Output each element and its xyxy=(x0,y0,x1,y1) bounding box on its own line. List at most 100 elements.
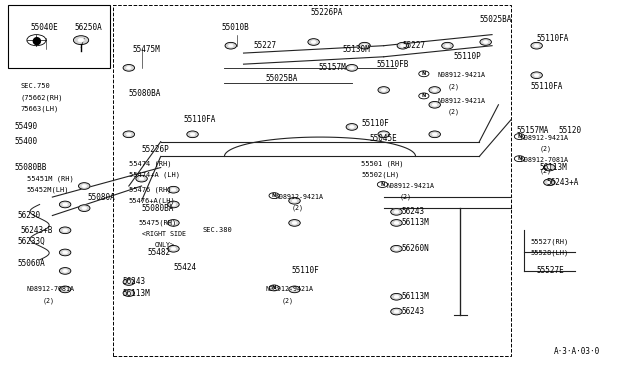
Circle shape xyxy=(136,175,147,182)
Text: 55476 (RH): 55476 (RH) xyxy=(129,186,172,193)
Circle shape xyxy=(127,67,131,69)
Circle shape xyxy=(547,166,552,169)
Circle shape xyxy=(433,103,437,106)
Circle shape xyxy=(483,41,488,43)
Circle shape xyxy=(349,126,354,128)
Text: N08912-7081A: N08912-7081A xyxy=(521,157,569,163)
Circle shape xyxy=(123,131,134,138)
Text: N: N xyxy=(422,93,426,99)
Text: 55110FA: 55110FA xyxy=(183,115,216,124)
Circle shape xyxy=(60,227,71,234)
Text: 55502(LH): 55502(LH) xyxy=(362,171,399,178)
Text: 55452M(LH): 55452M(LH) xyxy=(27,186,69,193)
Text: N08912-9421A: N08912-9421A xyxy=(266,286,314,292)
Text: 55451M (RH): 55451M (RH) xyxy=(27,175,74,182)
Circle shape xyxy=(433,133,437,136)
Circle shape xyxy=(359,42,371,49)
Circle shape xyxy=(60,249,71,256)
Text: (2): (2) xyxy=(540,146,552,152)
Text: 55110FA: 55110FA xyxy=(537,34,569,43)
Circle shape xyxy=(78,38,84,42)
Text: <RIGHT SIDE: <RIGHT SIDE xyxy=(141,231,186,237)
Text: ONLY>: ONLY> xyxy=(154,242,174,248)
Circle shape xyxy=(168,246,179,252)
Circle shape xyxy=(394,247,399,250)
Circle shape xyxy=(123,279,134,285)
Circle shape xyxy=(127,292,131,294)
Text: (2): (2) xyxy=(447,109,460,115)
Circle shape xyxy=(480,39,492,45)
Text: N08912-9421A: N08912-9421A xyxy=(438,98,486,104)
Circle shape xyxy=(378,131,390,138)
Circle shape xyxy=(289,198,300,204)
Text: 55227: 55227 xyxy=(253,41,276,50)
Circle shape xyxy=(391,294,402,300)
Text: N08912-7081A: N08912-7081A xyxy=(27,286,75,292)
FancyBboxPatch shape xyxy=(8,5,109,68)
Text: 55226P: 55226P xyxy=(141,145,170,154)
Circle shape xyxy=(349,67,354,69)
Text: 56113M: 56113M xyxy=(540,163,568,172)
Text: 56243+B: 56243+B xyxy=(20,226,53,235)
Circle shape xyxy=(433,89,437,92)
Text: A·3·A·03·0: A·3·A·03·0 xyxy=(554,347,600,356)
Text: 55060A: 55060A xyxy=(17,259,45,268)
Text: 55528(LH): 55528(LH) xyxy=(531,249,568,256)
Circle shape xyxy=(378,87,390,93)
Text: 55226PA: 55226PA xyxy=(310,8,343,17)
Text: 55527(RH): 55527(RH) xyxy=(531,238,568,245)
Text: 56260N: 56260N xyxy=(401,244,429,253)
Text: 56243: 56243 xyxy=(122,278,145,286)
Circle shape xyxy=(346,64,358,71)
Circle shape xyxy=(543,164,555,171)
Circle shape xyxy=(63,270,67,272)
Circle shape xyxy=(127,280,131,283)
Text: 56250A: 56250A xyxy=(75,23,102,32)
Text: 56243: 56243 xyxy=(401,307,425,316)
Text: (2): (2) xyxy=(540,168,552,174)
Circle shape xyxy=(63,251,67,254)
Text: 55501 (RH): 55501 (RH) xyxy=(362,161,404,167)
Circle shape xyxy=(547,181,552,184)
Circle shape xyxy=(123,290,134,296)
Circle shape xyxy=(82,207,86,209)
Text: 55227: 55227 xyxy=(403,41,426,50)
Text: 56243: 56243 xyxy=(401,207,425,217)
Circle shape xyxy=(394,310,399,313)
Circle shape xyxy=(534,44,539,47)
Text: 56230: 56230 xyxy=(17,211,40,220)
Circle shape xyxy=(534,74,539,77)
Circle shape xyxy=(82,185,86,187)
Circle shape xyxy=(346,124,358,130)
Circle shape xyxy=(391,246,402,252)
Text: (2): (2) xyxy=(43,297,55,304)
Circle shape xyxy=(289,219,300,226)
Circle shape xyxy=(429,131,440,138)
Text: 55476+A(LH): 55476+A(LH) xyxy=(129,198,175,204)
Circle shape xyxy=(289,286,300,293)
Circle shape xyxy=(63,229,67,232)
Circle shape xyxy=(394,295,399,298)
Text: 56113M: 56113M xyxy=(401,218,429,227)
Circle shape xyxy=(168,219,179,226)
Text: 55110P: 55110P xyxy=(454,52,481,61)
Text: N: N xyxy=(272,193,276,198)
Circle shape xyxy=(74,36,89,45)
Text: 55120: 55120 xyxy=(559,126,582,135)
Text: (2): (2) xyxy=(447,83,460,90)
Circle shape xyxy=(63,288,67,291)
Text: SEC.380: SEC.380 xyxy=(202,227,232,233)
Circle shape xyxy=(171,222,176,224)
Text: (2): (2) xyxy=(291,205,303,211)
Circle shape xyxy=(225,42,237,49)
Text: 75663(LH): 75663(LH) xyxy=(20,105,59,112)
Text: (2): (2) xyxy=(282,297,294,304)
Circle shape xyxy=(442,42,453,49)
Text: N08912-9421A: N08912-9421A xyxy=(521,135,569,141)
Circle shape xyxy=(311,41,316,43)
Circle shape xyxy=(292,199,297,202)
Text: 55527E: 55527E xyxy=(537,266,564,275)
Text: N: N xyxy=(380,182,385,187)
Circle shape xyxy=(60,286,71,293)
Circle shape xyxy=(531,72,542,78)
